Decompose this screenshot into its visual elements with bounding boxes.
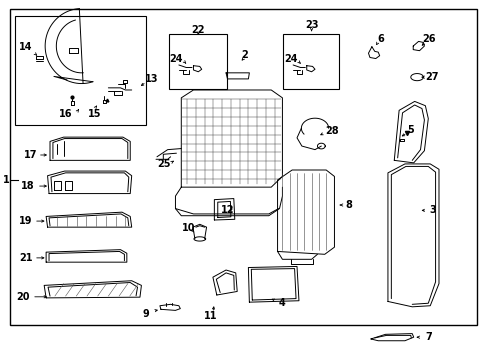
Text: 4: 4 [278, 298, 285, 308]
Bar [283, 33, 339, 89]
Text: 8: 8 [345, 200, 352, 210]
Text: 23: 23 [304, 19, 318, 30]
Text: 25: 25 [157, 159, 171, 169]
Text: 15: 15 [88, 109, 102, 119]
Text: 28: 28 [325, 126, 338, 136]
Text: 9: 9 [142, 309, 149, 319]
Text: 13: 13 [145, 74, 159, 84]
Text: 22: 22 [191, 25, 204, 35]
Bar [10, 9, 476, 325]
Bar [15, 16, 146, 125]
Text: 11: 11 [203, 311, 217, 321]
Text: 16: 16 [59, 109, 73, 119]
Text: 18: 18 [21, 181, 35, 191]
Text: 7: 7 [424, 332, 431, 342]
Text: 3: 3 [429, 205, 436, 215]
Text: 6: 6 [377, 34, 383, 44]
Text: 24: 24 [169, 54, 183, 64]
Text: 10: 10 [182, 223, 195, 233]
Text: 14: 14 [19, 42, 32, 52]
Text: 24: 24 [284, 54, 297, 64]
Text: 21: 21 [19, 253, 32, 263]
Text: 5: 5 [407, 125, 413, 135]
Text: 20: 20 [16, 292, 29, 302]
Text: 26: 26 [422, 34, 435, 44]
Text: 27: 27 [424, 72, 438, 82]
Text: 2: 2 [241, 50, 247, 60]
Bar [169, 33, 227, 89]
Text: 12: 12 [220, 205, 234, 215]
Text: 19: 19 [19, 216, 32, 226]
Text: 17: 17 [24, 150, 37, 160]
Text: 1: 1 [3, 175, 10, 185]
